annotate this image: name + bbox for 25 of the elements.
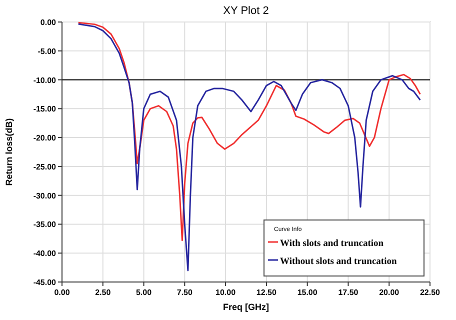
x-tick-label: 17.50 (338, 288, 359, 297)
chart-title: XY Plot 2 (223, 5, 269, 17)
legend-label: Without slots and truncation (280, 257, 398, 267)
y-tick-label: -45.00 (33, 278, 57, 287)
x-tick-label: 5.00 (136, 288, 152, 297)
y-tick-label: -5.00 (38, 46, 57, 56)
y-tick-label: -35.00 (33, 220, 57, 230)
x-tick-label: 22.50 (420, 288, 441, 297)
x-tick-label: 2.50 (95, 288, 112, 297)
x-tick-label: 15.00 (297, 288, 318, 297)
y-tick-label: -10.00 (33, 76, 57, 85)
x-tick-label: 12.50 (256, 288, 277, 297)
x-axis-title: Freq [GHz] (223, 302, 269, 312)
x-tick-label: 10.00 (216, 288, 236, 297)
y-tick-label: -40.00 (33, 249, 57, 258)
y-axis-title: Return loss(dB) (4, 118, 14, 186)
x-tick-label: 20.00 (379, 288, 400, 297)
y-tick-label: -25.00 (33, 162, 57, 172)
legend-label: With slots and truncation (280, 239, 384, 249)
y-tick-label: -30.00 (33, 191, 57, 200)
y-tick-label: -15.00 (33, 104, 57, 114)
x-tick-label: 7.50 (176, 288, 193, 297)
y-tick-label: 0.00 (40, 18, 57, 27)
x-tick-label: 0.00 (54, 288, 70, 297)
y-tick-label: -20.00 (33, 134, 57, 143)
